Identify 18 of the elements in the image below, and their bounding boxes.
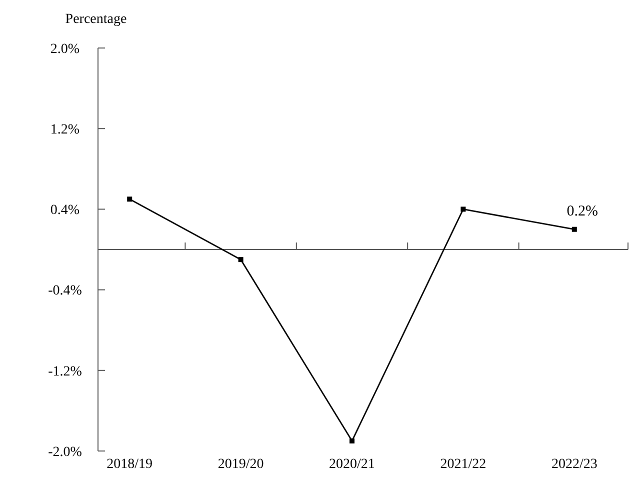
y-axis-title: Percentage <box>65 12 127 27</box>
y-tick-label: -1.2% <box>48 364 82 380</box>
x-tick-label: 2021/22 <box>440 457 486 472</box>
point <box>350 438 354 444</box>
point <box>127 196 132 202</box>
x-tick-label: 2018/19 <box>106 457 153 472</box>
annotation: 0.2% <box>566 203 598 220</box>
x-tick-label: 2022/23 <box>551 457 598 472</box>
y-tick-label: -0.4% <box>48 284 82 299</box>
x-tick-label: 2020/21 <box>329 457 375 472</box>
y-tick-label: 0.4% <box>50 203 80 218</box>
point <box>572 226 577 232</box>
y-tick-label: 1.2% <box>50 122 80 138</box>
point <box>460 206 466 212</box>
point <box>238 257 244 262</box>
y-tick-label: 2.0% <box>50 42 80 57</box>
x-tick-label: 2019/20 <box>218 457 264 472</box>
y-tick-label: -2.0% <box>48 444 82 460</box>
